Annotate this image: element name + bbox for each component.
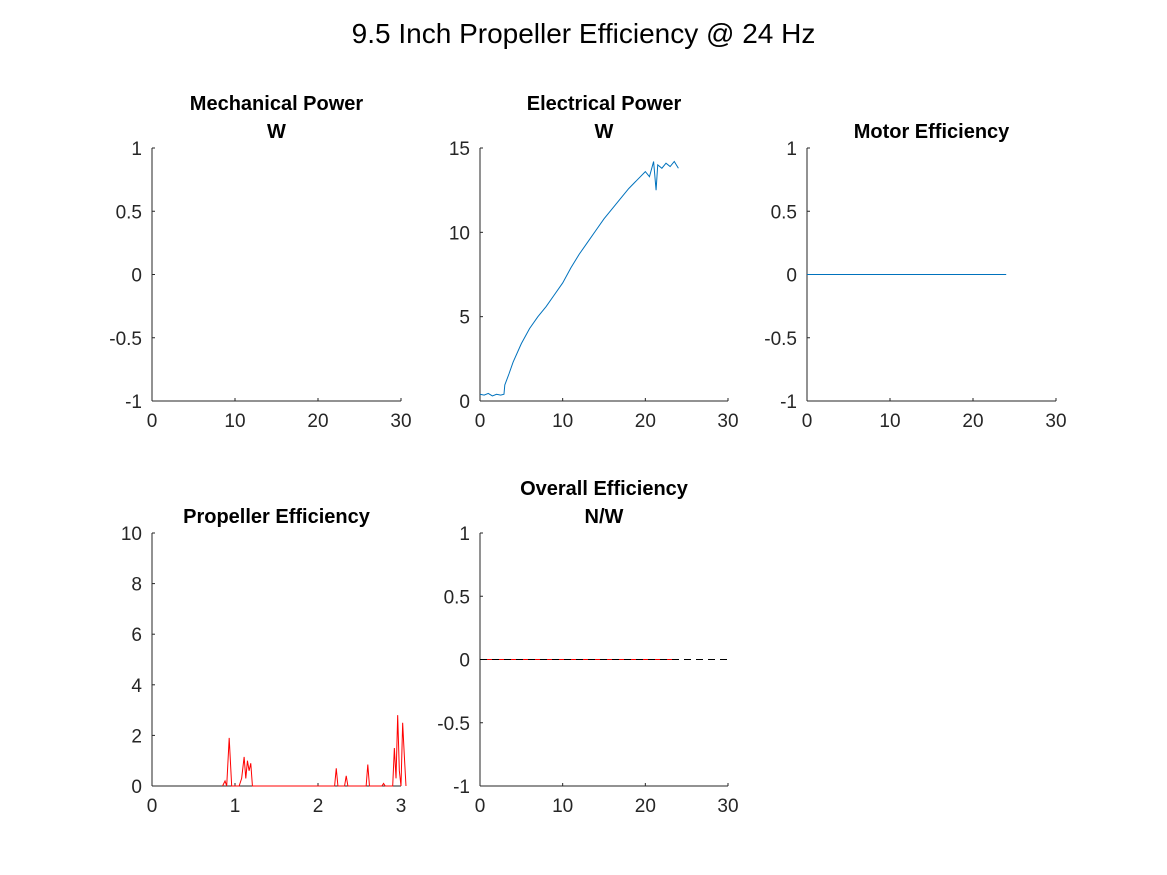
- electrical-power-x-tick-label: 0: [475, 411, 486, 432]
- motor-efficiency-x-tick-label: 20: [962, 411, 983, 432]
- propeller-efficiency-y-tick-label: 6: [131, 625, 142, 646]
- overall-efficiency-x-tick-label: 10: [552, 796, 573, 817]
- mechanical-power-x-tick-label: 30: [390, 411, 411, 432]
- motor-efficiency-y-tick-label: 0.5: [771, 202, 797, 223]
- propeller-efficiency-x-tick-label: 0: [147, 796, 158, 817]
- overall-efficiency-x-tick-label: 20: [635, 796, 656, 817]
- propeller-efficiency-x-tick-label: 1: [230, 796, 241, 817]
- mechanical-power-x-tick-label: 10: [224, 411, 245, 432]
- electrical-power-plot: 0 10 20 30 0 5 10 15 Electrical Power W: [449, 93, 739, 432]
- motor-efficiency-y-tick-label: -0.5: [764, 329, 797, 350]
- electrical-power-x-tick-label: 30: [717, 411, 738, 432]
- propeller-efficiency-y-tick-label: 8: [131, 575, 142, 596]
- motor-efficiency-x-tick-label: 30: [1045, 411, 1066, 432]
- electrical-power-title-line-2: W: [595, 121, 614, 143]
- motor-efficiency-plot: 0 10 20 30 -1 -0.5 0 0.5 1 Motor Efficiency: [764, 121, 1066, 432]
- electrical-power-y-tick-label: 5: [459, 308, 470, 329]
- electrical-power-x-tick-label: 10: [552, 411, 573, 432]
- electrical-power-x-tick-label: 20: [635, 411, 656, 432]
- motor-efficiency-x-tick-label: 10: [879, 411, 900, 432]
- propeller-efficiency-x-tick-label: 3: [396, 796, 407, 817]
- electrical-power-y-tick-label: 15: [449, 139, 470, 160]
- motor-efficiency-x-tick-label: 0: [802, 411, 813, 432]
- mechanical-power-plot: 0 10 20 30 -1 -0.5 0 0.5 1 Mechanical Power W: [109, 93, 411, 432]
- overall-efficiency-y-tick-label: -0.5: [437, 714, 470, 735]
- propeller-efficiency-plot: 0 1 2 3 0 2 4 6 8 10 Propeller Efficiency: [121, 506, 407, 817]
- overall-efficiency-y-tick-label: -1: [453, 777, 470, 798]
- propeller-efficiency-x-tick-label: 2: [313, 796, 324, 817]
- overall-efficiency-x-tick-label: 30: [717, 796, 738, 817]
- propeller-efficiency-y-tick-label: 4: [131, 676, 142, 697]
- mechanical-power-y-tick-label: 0.5: [116, 202, 142, 223]
- overall-efficiency-title-line-1: Overall Efficiency: [520, 478, 689, 500]
- propeller-efficiency-y-tick-label: 2: [131, 726, 142, 747]
- overall-efficiency-title-line-2: N/W: [585, 506, 624, 528]
- overall-efficiency-x-tick-label: 0: [475, 796, 486, 817]
- overall-efficiency-plot: 0 10 20 30 -1 -0.5 0 0.5 1 Overall Efficiency N/W: [437, 478, 738, 817]
- propeller-efficiency-y-tick-label: 0: [131, 777, 142, 798]
- mechanical-power-x-tick-label: 0: [147, 411, 158, 432]
- motor-efficiency-title: Motor Efficiency: [854, 121, 1010, 143]
- mechanical-power-y-tick-label: 0: [131, 266, 142, 287]
- propeller-efficiency-title: Propeller Efficiency: [183, 506, 371, 528]
- electrical-power-y-tick-label: 0: [459, 392, 470, 413]
- propeller-efficiency-series-line-1: [222, 715, 407, 787]
- motor-efficiency-y-tick-label: 0: [786, 266, 797, 287]
- mechanical-power-x-tick-label: 20: [307, 411, 328, 432]
- mechanical-power-y-tick-label: 1: [131, 139, 142, 160]
- overall-efficiency-y-tick-label: 1: [459, 524, 470, 545]
- overall-efficiency-y-tick-label: 0: [459, 651, 470, 672]
- electrical-power-y-tick-label: 10: [449, 223, 470, 244]
- mechanical-power-y-tick-label: -1: [125, 392, 142, 413]
- overall-efficiency-y-tick-label: 0.5: [444, 587, 470, 608]
- electrical-power-title-line-1: Electrical Power: [527, 93, 682, 115]
- mechanical-power-title-line-2: W: [267, 121, 286, 143]
- mechanical-power-title-line-1: Mechanical Power: [190, 93, 364, 115]
- propeller-efficiency-y-tick-label: 10: [121, 524, 142, 545]
- motor-efficiency-y-tick-label: 1: [786, 139, 797, 160]
- electrical-power-series-line-1: [479, 160, 679, 397]
- motor-efficiency-y-tick-label: -1: [780, 392, 797, 413]
- mechanical-power-y-tick-label: -0.5: [109, 329, 142, 350]
- figure-title: 9.5 Inch Propeller Efficiency @ 24 Hz: [351, 18, 816, 49]
